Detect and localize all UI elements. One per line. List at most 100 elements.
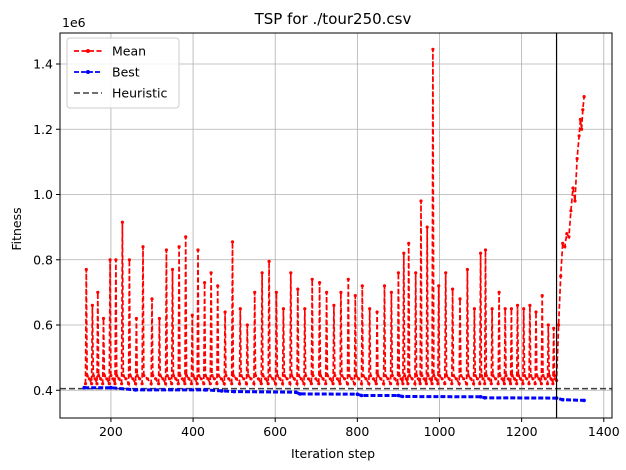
mean-point (259, 382, 263, 386)
mean-point (540, 294, 544, 298)
plot-frame (59, 32, 613, 419)
mean-point (450, 382, 454, 386)
mean-point (506, 377, 510, 381)
x-tick-label: 1200 (506, 424, 538, 439)
mean-point (271, 377, 275, 381)
mean-point (432, 374, 436, 378)
mean-point (321, 377, 325, 381)
mean-point (472, 307, 476, 311)
mean-point (379, 377, 383, 381)
y-tick-label: 0.8 (33, 252, 53, 267)
mean-point (376, 374, 380, 378)
mean-point (451, 374, 456, 378)
mean-point (567, 235, 571, 239)
mean-point (317, 382, 321, 386)
mean-point (406, 382, 410, 386)
mean-point (459, 374, 463, 378)
mean-point (444, 271, 448, 275)
mean-point (573, 199, 577, 203)
mean-point (531, 377, 535, 381)
mean-point (310, 277, 314, 281)
mean-point (491, 374, 495, 378)
mean-point (528, 303, 532, 307)
mean-point (224, 374, 228, 378)
mean-point (489, 382, 493, 386)
mean-point (529, 374, 533, 378)
mean-point (165, 374, 169, 378)
mean-point (426, 374, 430, 378)
mean-point (216, 284, 220, 288)
mean-point (419, 199, 423, 203)
mean-point (184, 235, 188, 239)
mean-point (352, 382, 357, 386)
mean-point (180, 377, 184, 381)
mean-point (203, 281, 207, 285)
x-tick-label: 600 (263, 424, 287, 439)
mean-point (407, 374, 412, 378)
mean-point (256, 377, 260, 381)
mean-point (437, 374, 442, 378)
mean-point (102, 374, 106, 378)
mean-point (90, 382, 94, 386)
best-series-line (84, 386, 585, 402)
mean-point (157, 316, 161, 321)
mean-point (325, 374, 329, 378)
mean-point (393, 377, 397, 381)
mean-point (266, 382, 270, 386)
mean-point (290, 374, 294, 378)
mean-point (297, 374, 301, 378)
mean-point (466, 374, 470, 378)
mean-point (164, 382, 168, 386)
mean-point (120, 220, 124, 224)
mean-point (90, 303, 94, 307)
mean-point (261, 374, 265, 378)
mean-point (227, 377, 231, 381)
mean-point (216, 374, 221, 378)
mean-point (83, 382, 88, 386)
mean-point (481, 377, 485, 381)
mean-point (483, 382, 487, 386)
mean-point (281, 307, 285, 311)
mean-point (431, 47, 435, 51)
mean-point (210, 374, 214, 378)
mean-point (187, 377, 191, 381)
mean-point (303, 307, 307, 311)
mean-point (304, 374, 308, 378)
mean-point (343, 377, 347, 381)
mean-point (285, 377, 289, 381)
mean-point (533, 382, 537, 386)
mean-point (525, 377, 529, 381)
mean-point (318, 281, 322, 285)
legend-label: Heuristic (112, 86, 168, 101)
mean-point (350, 377, 354, 381)
mean-point (473, 374, 477, 378)
mean-point (396, 271, 400, 275)
mean-point (357, 377, 361, 381)
mean-point (465, 382, 469, 386)
mean-point (522, 307, 526, 311)
best-point (298, 392, 302, 396)
mean-point (546, 323, 550, 327)
mean-point (503, 307, 507, 311)
mean-point (504, 374, 508, 378)
plot-lines (60, 33, 612, 418)
mean-point (561, 241, 565, 245)
mean-point (497, 290, 501, 294)
mean-point (311, 374, 315, 378)
mean-point (436, 382, 440, 386)
best-point (203, 388, 208, 392)
mean-point (581, 108, 585, 112)
mean-point (206, 377, 210, 381)
mean-point (109, 374, 113, 378)
mean-point (371, 377, 375, 381)
y-tick-label: 0.6 (33, 318, 53, 333)
legend-label: Mean (112, 44, 146, 59)
mean-point (368, 374, 373, 378)
mean-point (91, 374, 95, 378)
mean-point (552, 374, 557, 378)
mean-point (383, 374, 387, 378)
mean-point (142, 374, 146, 378)
mean-point (154, 377, 158, 381)
mean-point (219, 377, 223, 381)
mean-point (551, 382, 555, 386)
